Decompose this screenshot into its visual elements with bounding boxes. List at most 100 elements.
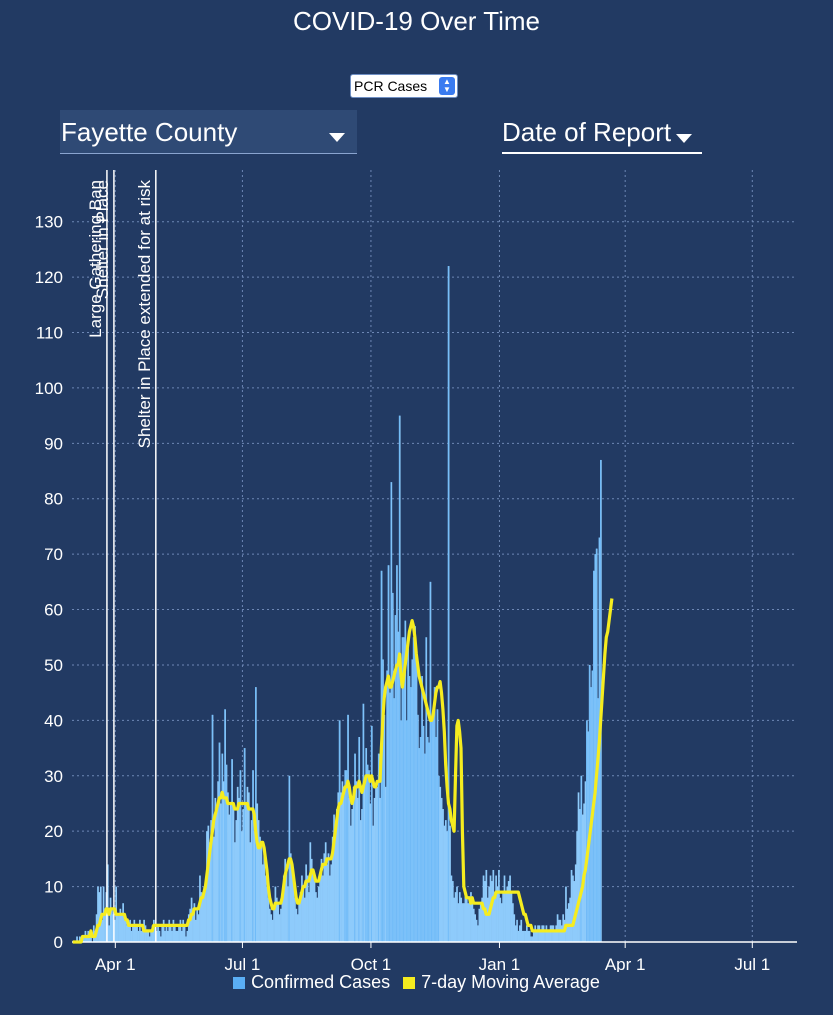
case-bar xyxy=(532,930,535,942)
metric-select[interactable]: PCR Cases ▲ ▼ xyxy=(350,74,458,98)
case-bar xyxy=(253,831,256,942)
case-bar xyxy=(470,892,472,942)
case-bar xyxy=(129,919,131,942)
case-bar xyxy=(273,908,275,942)
case-bar xyxy=(527,930,530,942)
case-bar xyxy=(463,903,465,942)
case-bar xyxy=(306,875,309,942)
case-bar xyxy=(351,809,354,942)
y-tick-label: 10 xyxy=(44,878,63,897)
case-bar xyxy=(384,786,387,942)
case-bar xyxy=(111,908,113,942)
case-bar xyxy=(270,914,273,942)
legend-item-confirmed[interactable]: Confirmed Cases xyxy=(233,972,390,993)
case-bar-edge xyxy=(437,775,439,942)
case-bar xyxy=(245,803,247,942)
case-bar xyxy=(257,820,260,942)
case-bar xyxy=(260,842,263,942)
y-tick-label: 130 xyxy=(35,213,63,232)
case-bar xyxy=(278,914,281,942)
case-bar xyxy=(541,925,544,942)
case-bar xyxy=(104,914,106,942)
case-bar xyxy=(326,864,328,942)
case-bar-edge xyxy=(428,742,430,942)
case-bar-edge xyxy=(397,631,399,942)
y-tick-label: 90 xyxy=(44,434,63,453)
case-bar-edge xyxy=(418,748,420,942)
case-bar-edge xyxy=(400,720,402,942)
case-bar-edge xyxy=(231,759,233,942)
case-bar xyxy=(516,919,518,942)
y-tick-label: 60 xyxy=(44,601,63,620)
case-bar-edge xyxy=(405,720,407,942)
case-bar xyxy=(552,925,555,942)
x-tick-label: Jul 1 xyxy=(224,955,260,972)
case-bar xyxy=(119,908,122,942)
case-bar xyxy=(443,825,446,942)
case-bar xyxy=(450,875,453,942)
y-tick-label: 50 xyxy=(44,656,63,675)
case-bar xyxy=(579,809,581,942)
case-bar xyxy=(458,892,461,942)
case-bar xyxy=(503,875,506,942)
case-bar xyxy=(521,930,524,942)
case-bar xyxy=(379,797,382,942)
case-bar xyxy=(267,897,270,942)
case-bar xyxy=(179,919,182,942)
case-bar xyxy=(234,842,236,942)
case-bar xyxy=(439,786,442,942)
case-bar-edge xyxy=(354,753,356,942)
case-bar xyxy=(256,803,259,942)
legend-item-average[interactable]: 7-day Moving Average xyxy=(403,972,600,993)
case-bar-edge xyxy=(366,764,368,942)
moving-average-line xyxy=(72,598,614,944)
case-bar xyxy=(510,892,513,942)
case-bar-edge xyxy=(358,736,360,942)
case-bar xyxy=(556,914,559,942)
date-type-select[interactable]: Date of Report xyxy=(502,110,702,154)
case-bar xyxy=(534,925,537,942)
case-bar xyxy=(268,908,271,942)
case-bar xyxy=(320,858,323,942)
y-tick-label: 100 xyxy=(35,379,63,398)
chevron-down-icon xyxy=(676,134,692,143)
case-bar xyxy=(113,919,116,942)
case-bar xyxy=(454,892,457,942)
case-bar xyxy=(373,797,376,942)
case-bar-edge xyxy=(426,736,428,942)
region-select[interactable]: Fayette County xyxy=(60,110,357,154)
case-bar xyxy=(514,925,517,942)
case-bar xyxy=(369,803,372,942)
case-bar xyxy=(232,809,235,942)
case-bar xyxy=(275,897,278,942)
y-tick-label: 0 xyxy=(54,933,63,952)
case-bar xyxy=(172,919,175,942)
case-bar-edge xyxy=(368,770,370,942)
case-bar xyxy=(576,831,578,942)
case-bar-edge xyxy=(411,659,413,942)
case-bar-edge xyxy=(338,720,340,942)
case-bar-edge xyxy=(391,592,393,942)
case-bar-edge xyxy=(410,687,412,942)
case-bar xyxy=(519,925,521,942)
case-bar-edge xyxy=(239,770,241,942)
case-bar-edge xyxy=(387,565,389,942)
case-bar xyxy=(493,892,496,942)
case-bar xyxy=(500,903,503,942)
case-bar xyxy=(509,875,511,942)
case-bar xyxy=(296,914,299,942)
case-bar xyxy=(235,820,238,942)
x-tick-label: Oct 1 xyxy=(351,955,392,972)
case-bar xyxy=(139,919,141,942)
case-bar-edge xyxy=(224,709,226,942)
case-bar xyxy=(440,797,443,942)
case-bar xyxy=(141,925,144,942)
case-bar-edge xyxy=(435,736,437,942)
case-bar-edge xyxy=(414,626,416,942)
annotation-label: Shelter in Place extended for at risk xyxy=(135,180,154,449)
case-bar xyxy=(92,925,95,942)
case-bar-edge xyxy=(394,615,396,942)
case-bar xyxy=(236,786,239,942)
case-bar xyxy=(298,903,300,942)
chart-legend: Confirmed Cases 7-day Moving Average xyxy=(0,972,833,994)
